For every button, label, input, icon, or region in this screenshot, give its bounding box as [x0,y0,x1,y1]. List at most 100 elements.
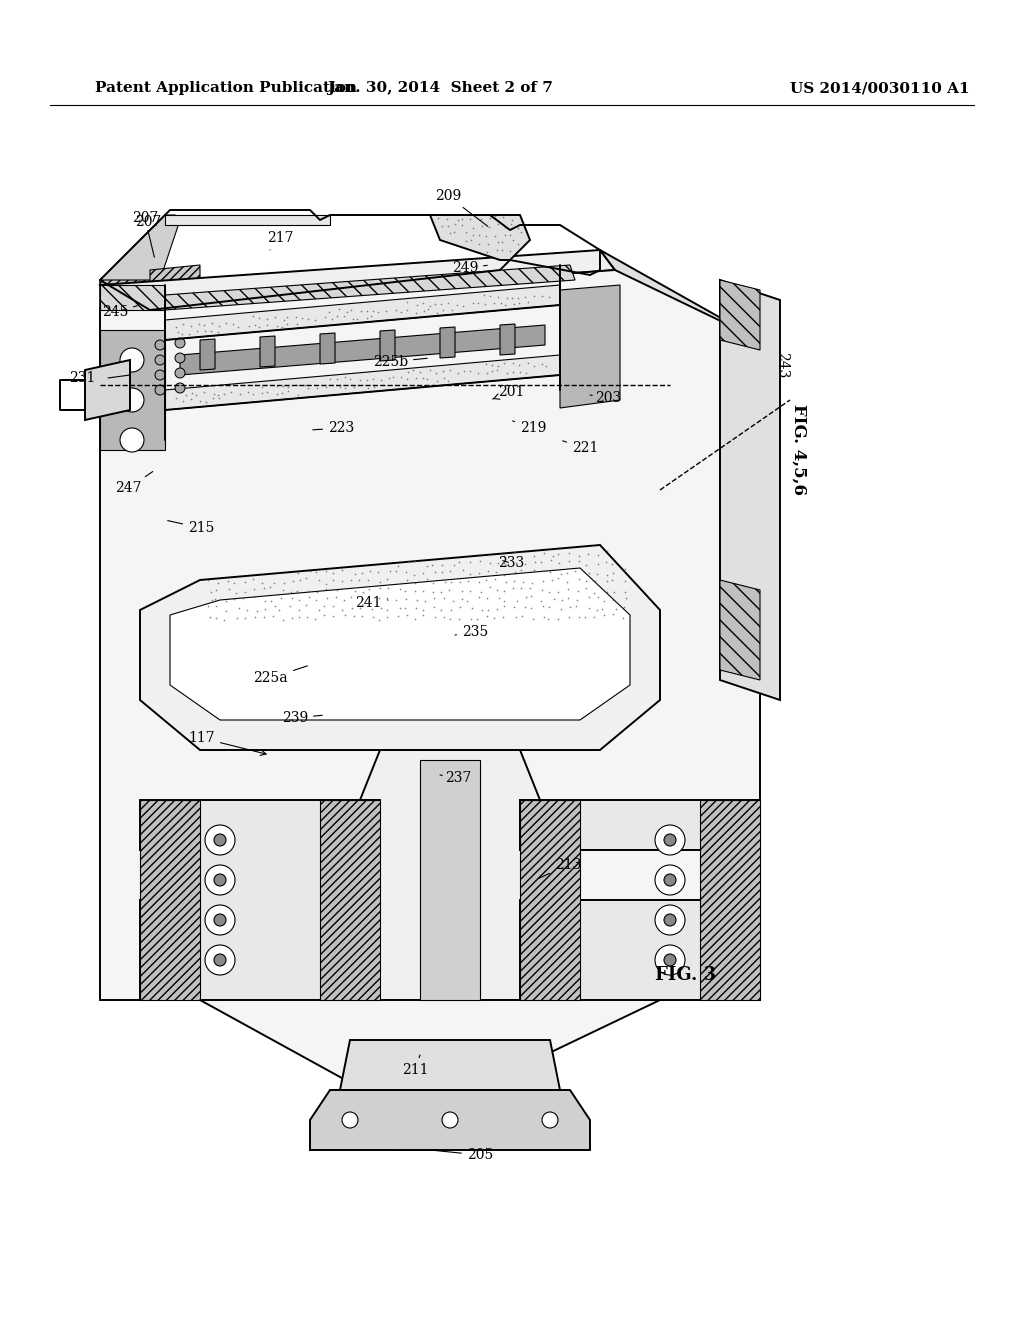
Point [171,381,187,403]
Point [517,286,534,308]
Point [493,292,509,313]
Point [371,587,387,609]
Point [534,285,550,306]
Point [274,317,291,338]
Point [342,569,358,590]
Point [554,589,570,610]
Point [595,605,611,626]
Point [594,598,610,619]
Point [519,292,536,313]
Point [288,306,304,327]
Point [205,388,221,409]
Point [237,572,253,593]
Point [488,360,505,381]
Point [322,368,338,389]
Circle shape [175,338,185,348]
Circle shape [664,954,676,966]
Point [507,561,523,582]
Circle shape [664,874,676,886]
Point [617,581,634,602]
Point [366,376,382,397]
Point [297,375,313,396]
Point [415,292,431,313]
Point [511,292,527,313]
Point [513,577,529,598]
Point [590,545,606,566]
Point [218,313,234,334]
Point [354,605,371,626]
Point [536,606,552,627]
Point [331,298,347,319]
Text: Jan. 30, 2014  Sheet 2 of 7: Jan. 30, 2014 Sheet 2 of 7 [327,81,553,95]
Point [364,598,380,619]
Point [561,606,578,627]
Point [523,586,540,607]
Point [406,564,422,585]
Polygon shape [720,280,780,700]
Point [289,314,305,335]
Point [452,609,468,630]
Point [380,578,396,599]
Point [373,598,389,619]
Point [280,306,296,327]
Point [465,218,481,239]
Point [510,354,526,375]
Point [559,579,575,601]
Point [397,598,414,619]
Circle shape [120,348,144,372]
Point [581,562,597,583]
Point [379,607,395,628]
Point [221,578,238,599]
Point [471,586,487,607]
Text: 249: 249 [452,261,487,275]
Point [517,597,534,618]
Point [479,606,496,627]
Point [318,587,335,609]
Point [175,391,191,412]
Point [206,384,222,405]
Point [328,586,344,607]
Text: 205: 205 [433,1148,494,1162]
Point [407,609,423,630]
Point [434,300,451,321]
Point [349,309,366,330]
Point [204,313,220,334]
Point [598,552,614,573]
Point [310,599,327,620]
Point [464,598,480,619]
Point [536,595,552,616]
Point [209,384,225,405]
Point [419,368,435,389]
Point [397,589,414,610]
Point [552,598,568,619]
Point [223,381,240,403]
Point [482,553,499,574]
Circle shape [542,1111,558,1129]
Point [399,362,416,383]
Point [198,391,214,412]
Point [200,570,216,591]
Point [245,384,261,405]
Point [407,550,423,572]
Point [426,597,442,618]
Point [390,606,407,627]
Polygon shape [140,800,380,1001]
Point [359,378,376,399]
Point [479,587,496,609]
Point [317,573,334,594]
Point [425,581,441,602]
Point [197,321,213,342]
Polygon shape [180,325,545,375]
Point [526,285,543,306]
Point [280,376,296,397]
Point [469,609,485,630]
Point [188,384,205,405]
Point [494,231,510,252]
Polygon shape [319,800,380,1001]
Point [301,579,317,601]
Point [197,381,213,403]
Point [514,572,530,593]
Point [498,572,514,593]
Point [334,578,350,599]
Circle shape [120,428,144,451]
